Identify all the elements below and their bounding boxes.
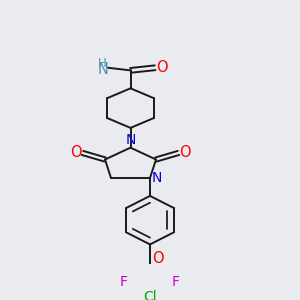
Text: H: H — [98, 56, 107, 70]
Text: N: N — [125, 133, 136, 147]
Text: O: O — [179, 146, 191, 160]
Text: F: F — [172, 275, 180, 289]
Text: Cl: Cl — [143, 290, 157, 300]
Text: O: O — [156, 60, 167, 75]
Text: N: N — [97, 61, 108, 76]
Text: O: O — [70, 146, 82, 160]
Text: F: F — [120, 275, 128, 289]
Text: O: O — [152, 251, 163, 266]
Text: N: N — [152, 171, 162, 185]
